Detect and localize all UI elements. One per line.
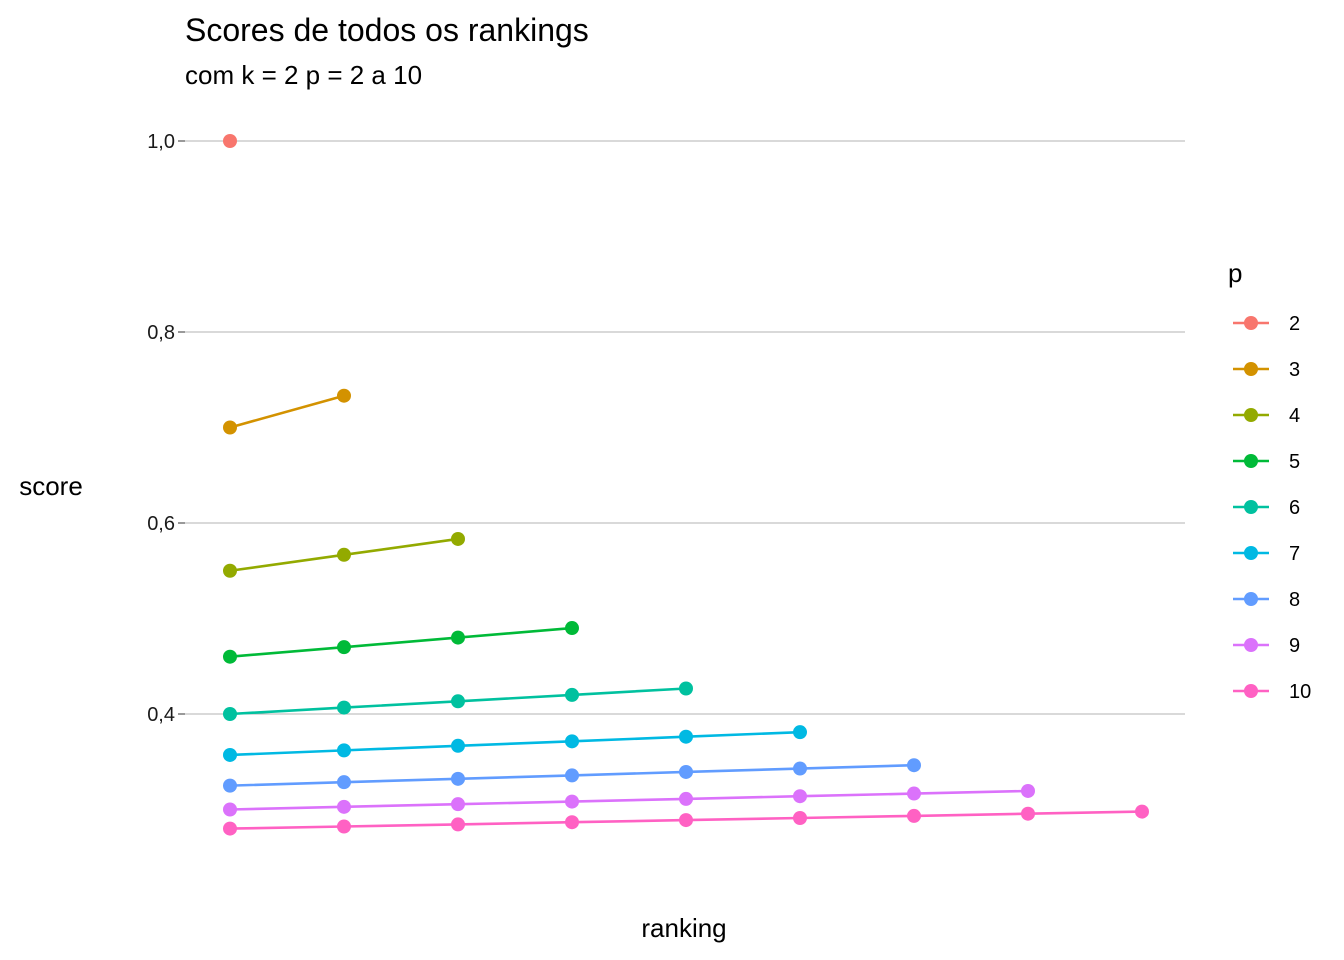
data-point <box>565 768 579 783</box>
data-point <box>679 791 693 806</box>
series-10 <box>223 804 1149 836</box>
data-point <box>451 797 465 812</box>
data-point <box>565 621 579 636</box>
legend-item: 6 <box>1233 497 1300 519</box>
series-5 <box>223 621 579 664</box>
data-point <box>223 563 237 578</box>
legend-item: 9 <box>1233 635 1300 657</box>
data-point <box>337 819 351 834</box>
legend-label: 6 <box>1289 497 1300 519</box>
y-tick-label: 1,0 <box>147 131 175 153</box>
legend-label: 9 <box>1289 635 1300 657</box>
y-tick-label: 0,6 <box>147 513 175 535</box>
data-point <box>451 817 465 832</box>
chart-title: Scores de todos os rankings <box>185 12 589 48</box>
series-6 <box>223 681 693 721</box>
data-point <box>793 810 807 825</box>
data-point <box>337 388 351 403</box>
data-point <box>1021 806 1035 821</box>
data-point <box>223 134 237 148</box>
grid-lines <box>185 140 1185 715</box>
data-point <box>793 725 807 740</box>
series-3 <box>223 388 351 435</box>
data-point <box>337 799 351 814</box>
series-7 <box>223 725 807 762</box>
legend-item: 4 <box>1233 405 1300 427</box>
legend-key-point <box>1244 638 1258 652</box>
data-point <box>679 681 693 696</box>
data-point <box>337 547 351 562</box>
data-point <box>451 630 465 645</box>
data-point <box>1021 783 1035 798</box>
legend-key-point <box>1244 592 1258 606</box>
legend-label: 7 <box>1289 543 1300 565</box>
data-point <box>679 813 693 828</box>
legend: p 2 3 4 5 6 7 8 9 10 <box>1228 258 1311 703</box>
data-point <box>223 420 237 435</box>
data-point <box>793 789 807 804</box>
legend-item: 3 <box>1233 359 1300 381</box>
legend-item: 5 <box>1233 451 1300 473</box>
data-point <box>451 531 465 546</box>
data-point <box>565 815 579 830</box>
data-point <box>337 743 351 758</box>
data-point <box>223 821 237 836</box>
data-point <box>223 778 237 793</box>
data-point <box>223 747 237 762</box>
series-2 <box>223 134 237 148</box>
data-point <box>451 694 465 709</box>
data-point <box>223 707 237 721</box>
y-tick-label: 0,4 <box>147 704 175 726</box>
data-point <box>907 808 921 823</box>
data-point <box>337 640 351 655</box>
data-point <box>907 758 921 773</box>
data-series <box>223 134 1149 836</box>
data-point <box>565 687 579 702</box>
data-point <box>337 700 351 715</box>
data-point <box>679 729 693 744</box>
legend-item: 2 <box>1233 313 1300 335</box>
data-point <box>337 775 351 790</box>
x-axis-title: ranking <box>641 913 726 943</box>
series-9 <box>223 783 1035 817</box>
legend-label: 8 <box>1289 589 1300 611</box>
data-point <box>1135 804 1149 819</box>
legend-key-point <box>1244 684 1258 698</box>
data-point <box>907 786 921 801</box>
series-line <box>229 789 1029 811</box>
legend-key-point <box>1244 500 1258 514</box>
series-line <box>229 730 801 757</box>
series-4 <box>223 531 465 578</box>
data-point <box>679 764 693 779</box>
data-point <box>451 738 465 753</box>
chart-subtitle: com k = 2 p = 2 a 10 <box>185 60 422 90</box>
series-line <box>229 626 573 658</box>
legend-label: 2 <box>1289 313 1300 335</box>
legend-label: 10 <box>1289 681 1311 703</box>
y-tick-label: 0,8 <box>147 322 175 344</box>
legend-label: 3 <box>1289 359 1300 381</box>
legend-key-point <box>1244 362 1258 376</box>
legend-label: 5 <box>1289 451 1300 473</box>
legend-label: 4 <box>1289 405 1300 427</box>
legend-key-point <box>1244 408 1258 422</box>
y-axis-title: score <box>19 471 83 501</box>
data-point <box>223 649 237 664</box>
legend-key-point <box>1244 316 1258 330</box>
legend-item: 7 <box>1233 543 1300 565</box>
legend-title: p <box>1228 258 1242 288</box>
legend-key-point <box>1244 546 1258 560</box>
legend-item: 8 <box>1233 589 1300 611</box>
data-point <box>451 771 465 786</box>
y-axis-ticks: 1,0 0,8 0,6 0,4 <box>147 131 185 726</box>
data-point <box>793 761 807 776</box>
legend-item: 10 <box>1233 681 1311 703</box>
data-point <box>223 802 237 817</box>
data-point <box>565 734 579 749</box>
legend-key-point <box>1244 454 1258 468</box>
series-line <box>229 394 345 429</box>
data-point <box>565 794 579 809</box>
series-8 <box>223 758 921 793</box>
